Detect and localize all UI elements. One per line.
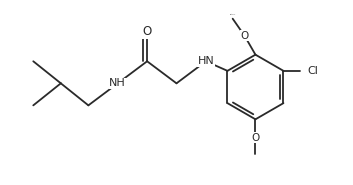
Text: O: O <box>240 31 249 41</box>
Text: NH: NH <box>109 78 126 88</box>
Text: O: O <box>251 133 259 143</box>
Text: Cl: Cl <box>307 66 318 76</box>
Text: HN: HN <box>197 56 214 66</box>
Text: methoxy: methoxy <box>229 14 236 15</box>
Text: O: O <box>143 25 152 38</box>
